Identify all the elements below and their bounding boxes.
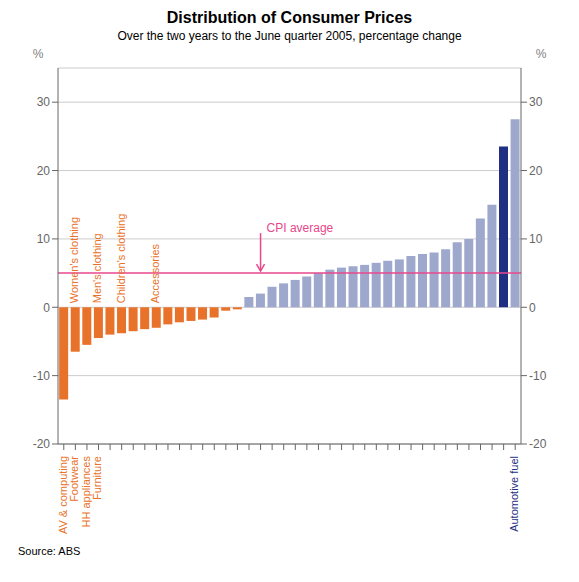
svg-text:-20: -20 [33,437,51,451]
svg-text:Children's clothing: Children's clothing [115,214,127,304]
svg-text:10: 10 [529,232,543,246]
svg-text:Automotive fuel: Automotive fuel [508,456,520,532]
svg-text:AV & computing: AV & computing [57,456,69,534]
svg-text:Men's clothing: Men's clothing [91,233,103,303]
svg-text:%: % [33,47,44,61]
svg-text:30: 30 [37,95,51,109]
svg-text:-10: -10 [33,369,51,383]
svg-text:10: 10 [37,232,51,246]
svg-text:-10: -10 [529,369,547,383]
svg-text:Furniture: Furniture [91,456,103,500]
svg-text:20: 20 [529,164,543,178]
svg-text:30: 30 [529,95,543,109]
html-text:Distribution of Consumer Price: Distribution of Consumer Prices [166,9,413,26]
svg-text:-20: -20 [529,437,547,451]
svg-text:0: 0 [43,301,50,315]
svg-text:20: 20 [37,164,51,178]
svg-text:0: 0 [529,301,536,315]
svg-text:Footwear: Footwear [68,456,80,502]
svg-text:Accessories: Accessories [149,243,161,303]
svg-text:Women's clothing: Women's clothing [68,217,80,303]
svg-text:%: % [536,47,547,61]
html-text:Source: ABS: Source: ABS [18,545,81,557]
svg-text:HH appliances: HH appliances [80,456,92,528]
svg-text:CPI average: CPI average [267,221,334,235]
html-text:Over the two years to the June: Over the two years to the June quarter 2… [117,29,462,43]
